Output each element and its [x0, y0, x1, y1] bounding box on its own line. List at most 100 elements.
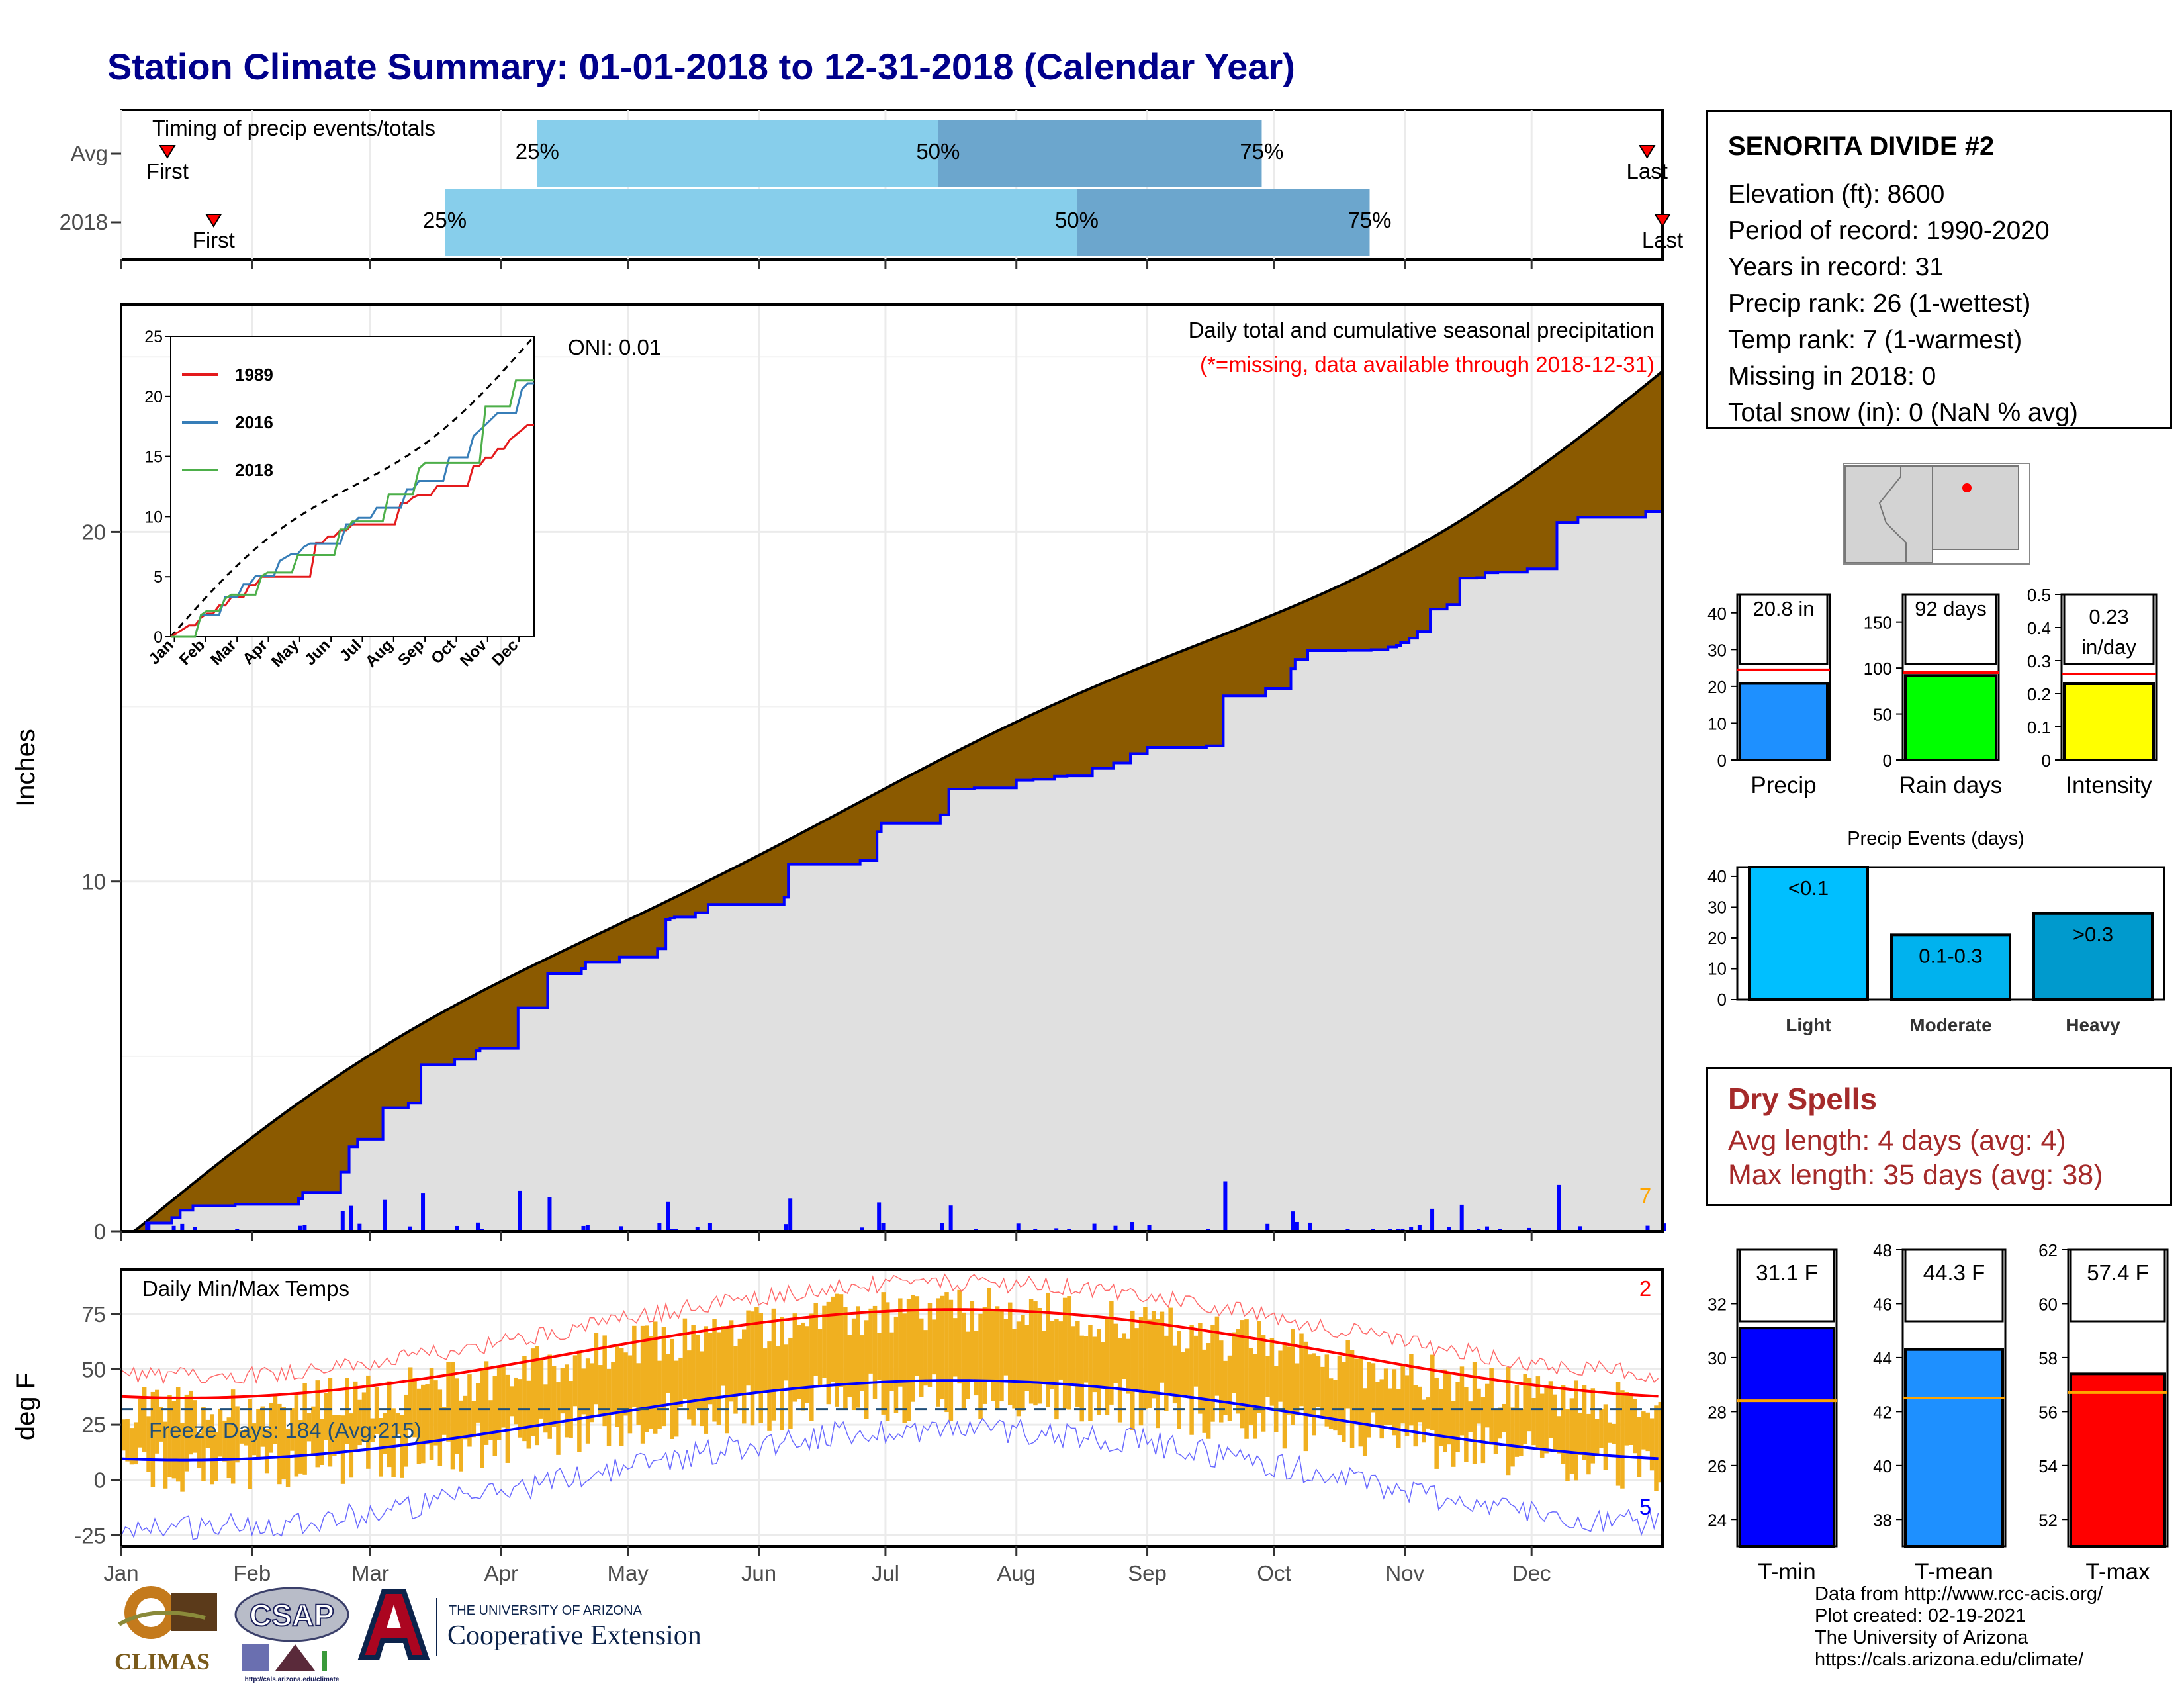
daily-temp-bar — [801, 1322, 805, 1411]
daily-temp-bar — [1028, 1299, 1034, 1404]
daily-temp-bar — [361, 1392, 367, 1442]
events-bar — [2032, 912, 2154, 1002]
daily-temp-bar — [290, 1408, 295, 1451]
daily-temp-bar — [1075, 1321, 1080, 1407]
daily-precip-bar — [421, 1193, 426, 1231]
daily-precip-bar — [1578, 1226, 1582, 1231]
daily-temp-bar — [1109, 1301, 1114, 1405]
daily-temp-bar — [416, 1388, 422, 1464]
daily-temp-bar — [830, 1296, 835, 1382]
daily-precip-bar — [707, 1223, 712, 1231]
month-label: Jun — [741, 1561, 776, 1585]
daily-temp-bar — [1130, 1310, 1135, 1430]
daily-temp-bar — [230, 1389, 236, 1484]
daily-temp-bar — [167, 1395, 172, 1477]
daily-temp-bar — [315, 1380, 320, 1468]
daily-temp-bar — [970, 1301, 975, 1380]
daily-temp-bar — [1342, 1362, 1346, 1442]
daily-temp-bar — [1544, 1385, 1549, 1454]
daily-temp-bar — [433, 1380, 438, 1446]
inset-legend-label: 2018 — [235, 460, 273, 480]
timing-pct-label: 75% — [1347, 208, 1391, 232]
daily-temp-bar — [1198, 1323, 1203, 1414]
daily-temp-bar — [940, 1295, 945, 1399]
daily-temp-bar — [547, 1354, 552, 1439]
daily-temp-bar — [919, 1318, 924, 1397]
daily-precip-bar — [1016, 1223, 1021, 1231]
daily-temp-bar — [1464, 1387, 1469, 1462]
daily-temp-bar — [193, 1400, 197, 1453]
daily-temp-bar — [776, 1346, 780, 1390]
daily-temp-bar — [175, 1387, 181, 1482]
daily-temp-bar — [505, 1374, 510, 1463]
daily-temp-bar — [1472, 1362, 1477, 1464]
daily-precip-bar — [1295, 1221, 1299, 1231]
daily-temp-bar — [1620, 1390, 1625, 1489]
summary-y-tick-label: 0.5 — [2027, 585, 2051, 605]
events-y-tick-label: 30 — [1707, 897, 1727, 917]
daily-temp-bar — [741, 1329, 747, 1424]
daily-temp-bar — [843, 1307, 848, 1409]
temp-summary-value-text: 31.1 F — [1756, 1260, 1818, 1285]
daily-temp-bar — [277, 1403, 282, 1485]
summary-value-text: in/day — [2081, 635, 2136, 659]
daily-temp-bar — [691, 1325, 696, 1426]
daily-temp-bar — [209, 1414, 214, 1485]
daily-precip-bar — [1662, 1223, 1666, 1231]
daily-temp-bar — [1565, 1409, 1570, 1481]
daily-temp-bar — [1633, 1399, 1637, 1454]
daily-temp-bar — [948, 1299, 954, 1421]
precip-title: Daily total and cumulative seasonal prec… — [1189, 318, 1655, 342]
daily-temp-bar — [463, 1395, 468, 1440]
daily-precip-bar — [666, 1201, 670, 1231]
summary-label: Precip — [1751, 773, 1816, 798]
daily-temp-bar — [1269, 1338, 1275, 1406]
daily-temp-bar — [1096, 1329, 1101, 1415]
daily-temp-bar — [1282, 1343, 1287, 1449]
daily-temp-bar — [551, 1366, 557, 1427]
daily-temp-bar — [995, 1306, 1000, 1409]
timing-pct-label: 50% — [916, 139, 960, 164]
daily-temp-bar — [932, 1319, 936, 1375]
daily-temp-bar — [670, 1338, 675, 1439]
daily-temp-bar — [1527, 1378, 1532, 1432]
daily-temp-bar — [1430, 1354, 1435, 1430]
daily-temp-bar — [1489, 1368, 1494, 1445]
month-label: May — [608, 1561, 649, 1585]
daily-precip-bar — [193, 1227, 197, 1231]
first-label: First — [193, 228, 235, 252]
daily-temp-bar — [569, 1381, 573, 1438]
daily-precip-bar — [948, 1205, 953, 1231]
daily-temp-bar — [762, 1348, 768, 1391]
daily-temp-bar — [332, 1415, 337, 1456]
daily-temp-bar — [1007, 1302, 1013, 1405]
inset-y-tick-label: 5 — [154, 568, 163, 586]
daily-temp-bar — [146, 1416, 151, 1472]
daily-precip-bar — [1054, 1228, 1059, 1231]
daily-temp-bar — [437, 1389, 443, 1466]
daily-temp-bar — [982, 1307, 987, 1404]
timing-pct-label: 25% — [516, 139, 559, 164]
daily-temp-bar — [826, 1301, 831, 1405]
events-bar-text: 0.1-0.3 — [1919, 944, 1983, 967]
temp-title: Daily Min/Max Temps — [142, 1276, 349, 1301]
daily-precip-bar — [146, 1223, 151, 1231]
daily-precip-bar — [1459, 1204, 1464, 1231]
daily-temp-bar — [1367, 1362, 1371, 1438]
temp-summary-y-tick-label: 30 — [1707, 1348, 1727, 1368]
daily-temp-bar — [1345, 1340, 1350, 1409]
daily-temp-bar — [957, 1289, 962, 1384]
climas-logo-text: CLIMAS — [114, 1648, 210, 1675]
daily-temp-bar — [425, 1384, 430, 1445]
daily-temp-bar — [678, 1357, 683, 1407]
precip-frame — [120, 303, 1664, 1233]
daily-temp-bar — [1189, 1325, 1194, 1435]
daily-temp-bar — [1151, 1311, 1156, 1399]
daily-temp-bar — [687, 1350, 692, 1420]
daily-precip-bar — [1147, 1225, 1152, 1231]
daily-temp-bar — [1637, 1417, 1642, 1477]
daily-temp-bar — [851, 1318, 856, 1411]
daily-temp-bar — [661, 1327, 666, 1427]
daily-temp-bar — [244, 1429, 248, 1446]
temp-y-tick-label: 50 — [81, 1357, 106, 1382]
